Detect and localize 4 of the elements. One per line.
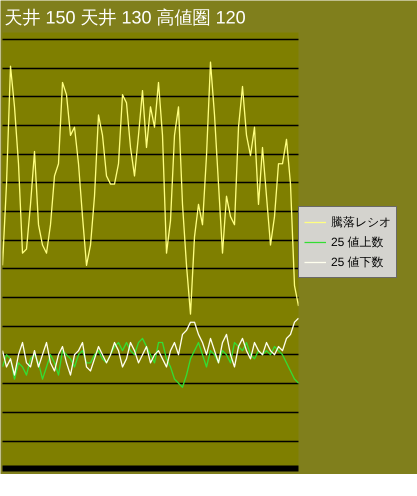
legend-label: 25 値上数 [331, 234, 384, 250]
chart-title: 天井 150 天井 130 高値圏 120 [4, 8, 246, 28]
legend-label: 騰落レシオ [331, 214, 391, 230]
legend-label: 25 値下数 [331, 254, 384, 270]
